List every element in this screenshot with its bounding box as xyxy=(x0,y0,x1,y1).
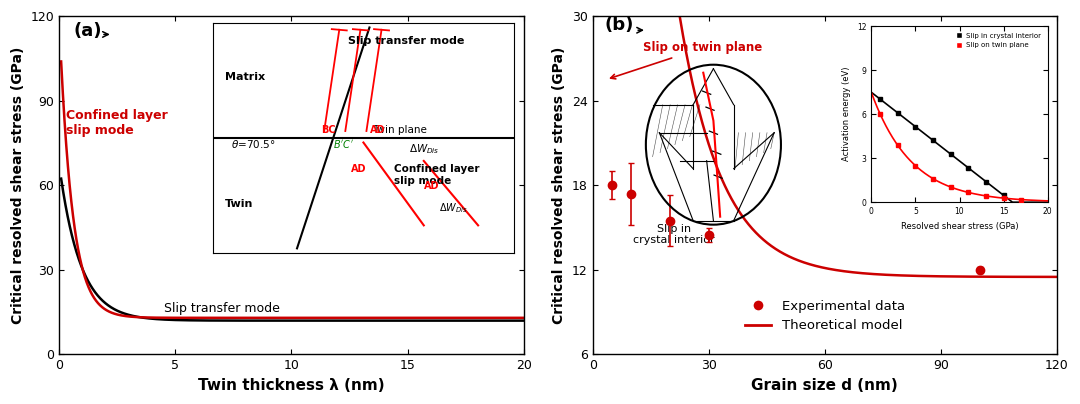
Text: Confined layer
slip mode: Confined layer slip mode xyxy=(66,109,168,137)
Line: Theoretical model: Theoretical model xyxy=(595,0,1057,277)
X-axis label: Twin thickness λ (nm): Twin thickness λ (nm) xyxy=(198,378,384,393)
Theoretical model xyxy=(991,274,1004,279)
Theoretical model xyxy=(766,244,779,249)
Y-axis label: Critical resolved shear stress (GPa): Critical resolved shear stress (GPa) xyxy=(11,46,25,324)
X-axis label: Grain size d (nm): Grain size d (nm) xyxy=(752,378,899,393)
Theoretical model xyxy=(785,255,798,260)
Y-axis label: Critical resolved shear stress (GPa): Critical resolved shear stress (GPa) xyxy=(552,46,566,324)
Text: (b): (b) xyxy=(605,16,634,34)
Text: Slip transfer mode: Slip transfer mode xyxy=(164,302,280,315)
Theoretical model xyxy=(1041,274,1054,279)
Text: Slip on twin plane: Slip on twin plane xyxy=(610,41,762,79)
Theoretical model xyxy=(1051,274,1064,279)
Text: Slip in
crystal interior: Slip in crystal interior xyxy=(633,224,715,246)
Legend: Experimental data, Theoretical model: Experimental data, Theoretical model xyxy=(740,295,910,338)
Text: (a): (a) xyxy=(73,22,102,40)
